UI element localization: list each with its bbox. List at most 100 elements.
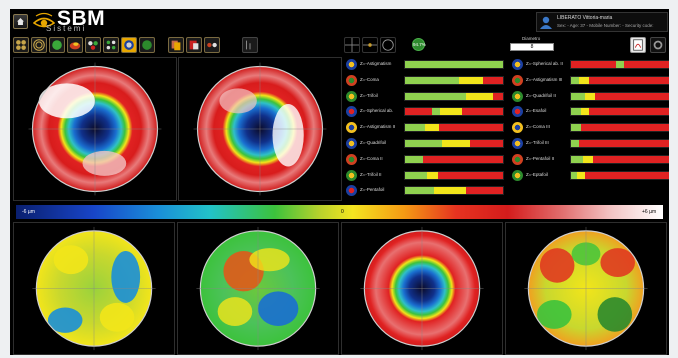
zernike-label: Z=-Astigmatism III <box>526 76 563 82</box>
zernike-bar-segment <box>571 155 583 163</box>
quality-percent-badge: 94.7% <box>412 38 426 51</box>
zernike-row[interactable]: Z=-Trifoil III <box>510 136 669 151</box>
eye-logo-icon <box>33 12 55 28</box>
wavefront-button[interactable] <box>67 37 83 53</box>
map-blob <box>539 248 575 283</box>
map-blob <box>111 251 141 303</box>
zernike-row[interactable]: Z=-Spherical ab. II <box>510 57 669 72</box>
zernike-bar-segment <box>438 171 503 179</box>
coma-icon <box>512 122 523 134</box>
diameter-input[interactable]: 8 <box>510 43 554 51</box>
zernike-row[interactable]: Z=-Coma <box>344 73 506 88</box>
zernike-bar <box>570 123 669 133</box>
zernike-row[interactable]: Z=-Astigmatism II <box>344 120 506 135</box>
zernike-bar-segment <box>405 124 425 132</box>
green-eye-button[interactable] <box>49 37 65 53</box>
export-button[interactable] <box>186 37 202 53</box>
patient-name: LIBERATO Vittoria-maria <box>557 15 613 21</box>
zernike-bar-segment <box>405 140 443 147</box>
grid-icon <box>16 40 26 50</box>
map-svg <box>196 226 320 351</box>
pupil-button[interactable] <box>380 37 396 53</box>
multi-eye-button[interactable] <box>204 37 220 53</box>
gear-icon <box>653 40 663 50</box>
map-blob <box>47 307 83 333</box>
wavefront-map-4[interactable] <box>505 222 667 355</box>
zernike-bar-segment <box>623 61 669 68</box>
wavefront-map-2[interactable] <box>177 222 339 355</box>
wavefront-map-1[interactable] <box>13 222 175 355</box>
topography-view-button[interactable] <box>31 37 47 53</box>
settings-button[interactable] <box>650 37 666 53</box>
aberration-button[interactable] <box>85 37 101 53</box>
zernike-row[interactable]: Z=-Spherical ab. <box>344 104 506 119</box>
zernike-row[interactable]: Z=-Esafoil <box>510 104 669 119</box>
zernike-label: Z=-Trifoil <box>360 92 378 98</box>
quadrifoil-icon <box>512 90 523 102</box>
zernike-bar-segment <box>439 124 503 132</box>
color-scale: -6 µm 0 +6 µm <box>10 203 669 221</box>
zernike-row[interactable]: Z=-Trifoil II <box>344 168 506 183</box>
zernike-row[interactable]: Z=-Coma III <box>510 120 669 135</box>
topography-map-2[interactable] <box>178 57 342 201</box>
spherical-icon <box>346 106 357 118</box>
map-blob <box>38 83 95 119</box>
active-map-button[interactable] <box>121 37 137 53</box>
pdf-button[interactable] <box>630 37 646 53</box>
zernike-row[interactable]: Z=-Coma II <box>344 152 506 167</box>
zernike-bar-segment <box>434 187 466 195</box>
map-svg <box>193 62 327 196</box>
zernike-bar-segment <box>442 140 470 147</box>
green-sphere-button[interactable] <box>139 37 155 53</box>
green-circle-icon <box>52 40 62 50</box>
ruler-icon <box>246 40 251 50</box>
zernike-button[interactable] <box>103 37 119 53</box>
center-button[interactable] <box>362 37 378 53</box>
map-blob <box>600 248 635 277</box>
zernike-bar-segment <box>405 108 433 116</box>
zernike-bar-segment <box>426 171 439 179</box>
home-button[interactable] <box>13 14 28 29</box>
zernike-bar-segment <box>578 76 589 84</box>
scale-max-label: +6 µm <box>642 209 657 215</box>
zernike-row[interactable]: Z=-Quadrifoil II <box>510 89 669 104</box>
toolbar: 94.7% Diametro 8 <box>10 34 669 56</box>
zernike-bar-segment <box>405 92 466 100</box>
zernike-bar <box>570 75 669 85</box>
zernike-label: Z=-Pentafoil <box>360 187 385 193</box>
zernike-bar <box>404 75 504 85</box>
zernike-label: Z=-Astigmatism II <box>360 124 396 130</box>
brand-subtitle: Sistemi <box>46 24 87 33</box>
app-window: SBM Sistemi LIBERATO Vittoria-maria Sex:… <box>10 9 669 355</box>
eyes-icon <box>207 42 217 48</box>
zernike-row[interactable]: Z=-Pentafoil II <box>510 152 669 167</box>
zernike-bar-segment <box>571 124 581 132</box>
spherical-icon <box>512 59 523 70</box>
zernike-bar-segment <box>588 76 669 84</box>
zernike-row[interactable]: Z=-Pentafoil <box>344 183 506 198</box>
zernike-bar <box>404 170 504 180</box>
zernike-label: Z=-Quadrifoil II <box>526 92 556 98</box>
zernike-bar-segment <box>594 92 669 100</box>
map-svg <box>32 226 156 351</box>
topography-map-1[interactable] <box>13 57 177 201</box>
zernike-row[interactable]: Z=-Astigmatism <box>344 57 506 72</box>
crosshair-button[interactable] <box>344 37 360 53</box>
wavefront-map-3[interactable] <box>341 222 503 355</box>
multi-map-view-button[interactable] <box>13 37 29 53</box>
green-sphere-icon <box>142 40 152 50</box>
zernike-bar-segment <box>405 171 427 179</box>
zernike-bar-segment <box>493 92 503 100</box>
measure-tool-button[interactable] <box>242 37 258 53</box>
zernike-row[interactable]: Z=-Quadrifoil <box>344 136 506 151</box>
zernike-row[interactable]: Z=-Eptafoil <box>510 168 669 183</box>
zernike-row[interactable]: Z=-Trifoil <box>344 89 506 104</box>
zernike-bar-segment <box>584 92 595 100</box>
zernike-bar-segment <box>580 108 589 116</box>
map-blob <box>53 245 89 275</box>
patient-card[interactable]: LIBERATO Vittoria-maria Sex: - Age: 37 -… <box>536 12 668 32</box>
compare-button[interactable] <box>168 37 184 53</box>
crosshair-icon <box>345 38 359 52</box>
zernike-row[interactable]: Z=-Astigmatism III <box>510 73 669 88</box>
zernike-bar <box>404 60 504 69</box>
